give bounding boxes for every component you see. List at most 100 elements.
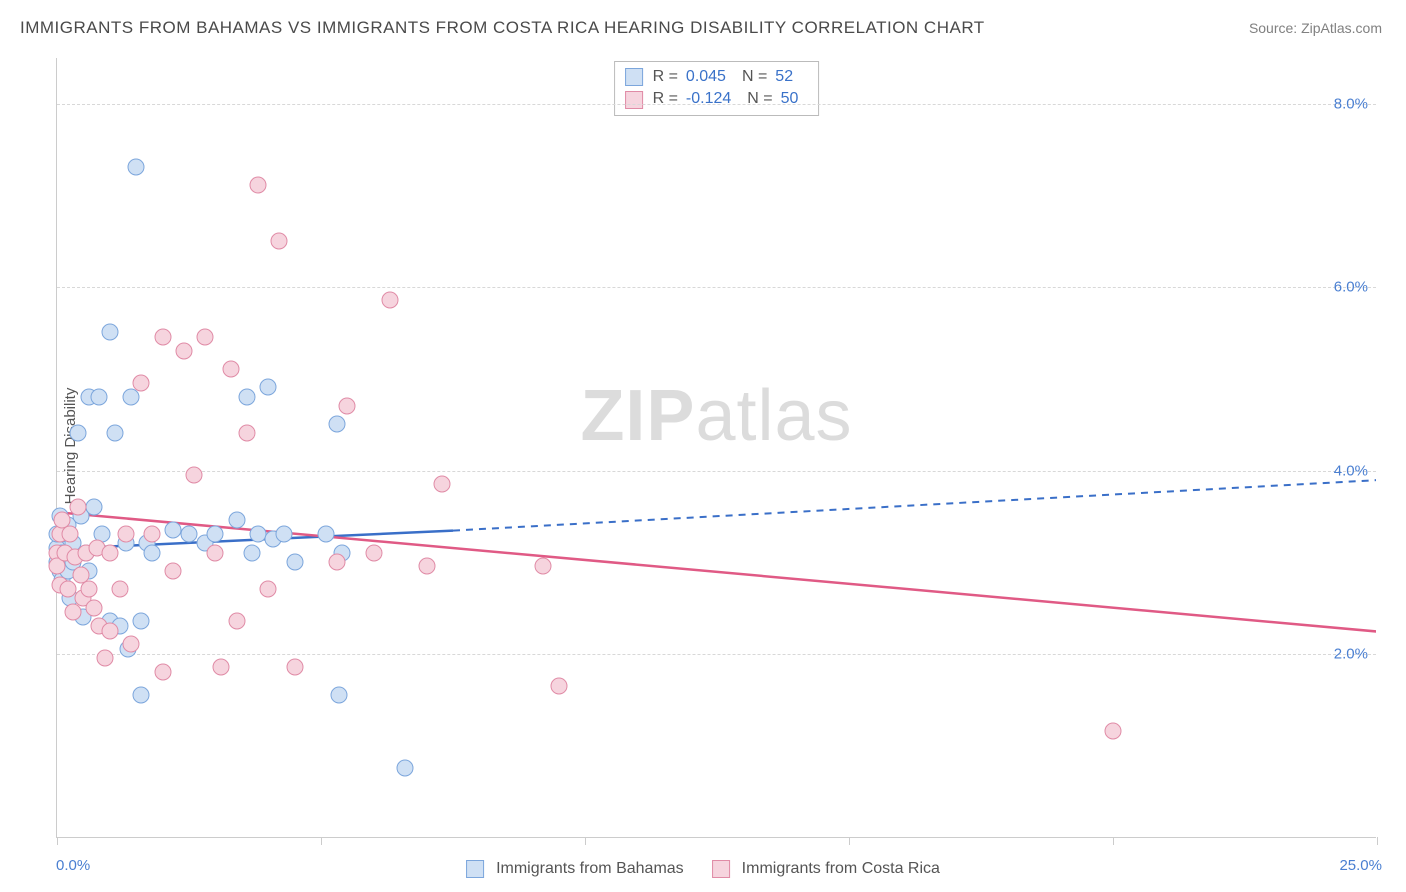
data-point <box>286 659 303 676</box>
data-point <box>1105 723 1122 740</box>
gridline <box>57 654 1376 655</box>
data-point <box>196 328 213 345</box>
gridline <box>57 104 1376 105</box>
data-point <box>207 526 224 543</box>
data-point <box>59 581 76 598</box>
regression-lines <box>57 58 1376 837</box>
scatter-plot-area: ZIPatlas R =0.045N =52R =-0.124N =50 2.0… <box>56 58 1376 838</box>
x-tick <box>321 837 322 845</box>
data-point <box>331 686 348 703</box>
data-point <box>434 475 451 492</box>
data-point <box>239 425 256 442</box>
x-tick <box>57 837 58 845</box>
gridline <box>57 471 1376 472</box>
data-point <box>186 466 203 483</box>
data-point <box>101 324 118 341</box>
data-point <box>328 553 345 570</box>
stats-legend: R =0.045N =52R =-0.124N =50 <box>614 61 820 116</box>
gridline <box>57 287 1376 288</box>
y-tick-label: 4.0% <box>1334 462 1368 479</box>
y-tick-label: 6.0% <box>1334 279 1368 296</box>
data-point <box>276 526 293 543</box>
data-point <box>260 581 277 598</box>
x-tick <box>1113 837 1114 845</box>
data-point <box>534 558 551 575</box>
stat-n-value: 52 <box>775 66 793 88</box>
data-point <box>328 416 345 433</box>
data-point <box>286 553 303 570</box>
legend-item: Immigrants from Costa Rica <box>712 860 940 878</box>
stat-r-label: R = <box>653 88 678 110</box>
data-point <box>175 342 192 359</box>
data-point <box>112 581 129 598</box>
legend-swatch <box>466 860 484 878</box>
data-point <box>418 558 435 575</box>
data-point <box>207 544 224 561</box>
legend-item: Immigrants from Bahamas <box>466 860 684 878</box>
data-point <box>181 526 198 543</box>
data-point <box>107 425 124 442</box>
data-point <box>133 686 150 703</box>
legend-swatch <box>625 91 643 109</box>
x-tick <box>1377 837 1378 845</box>
data-point <box>85 599 102 616</box>
legend-swatch <box>712 860 730 878</box>
stat-n-value: 50 <box>781 88 799 110</box>
data-point <box>381 292 398 309</box>
data-point <box>101 622 118 639</box>
watermark: ZIPatlas <box>580 375 852 457</box>
data-point <box>249 177 266 194</box>
y-tick-label: 8.0% <box>1334 95 1368 112</box>
x-tick <box>585 837 586 845</box>
data-point <box>223 361 240 378</box>
data-point <box>365 544 382 561</box>
stat-r-value: -0.124 <box>686 88 731 110</box>
source-attribution: Source: ZipAtlas.com <box>1249 20 1382 36</box>
data-point <box>122 388 139 405</box>
data-point <box>318 526 335 543</box>
chart-title: IMMIGRANTS FROM BAHAMAS VS IMMIGRANTS FR… <box>20 18 985 38</box>
legend-swatch <box>625 68 643 86</box>
data-point <box>244 544 261 561</box>
legend-label: Immigrants from Bahamas <box>496 860 684 878</box>
data-point <box>62 526 79 543</box>
data-point <box>117 526 134 543</box>
data-point <box>228 613 245 630</box>
data-point <box>260 379 277 396</box>
data-point <box>212 659 229 676</box>
data-point <box>70 498 87 515</box>
data-point <box>144 526 161 543</box>
data-point <box>339 397 356 414</box>
data-point <box>80 581 97 598</box>
data-point <box>128 159 145 176</box>
data-point <box>550 677 567 694</box>
x-tick <box>849 837 850 845</box>
x-axis-max-label: 25.0% <box>1339 857 1382 874</box>
data-point <box>249 526 266 543</box>
data-point <box>270 232 287 249</box>
stat-n-label: N = <box>747 88 772 110</box>
stat-r-label: R = <box>653 66 678 88</box>
data-point <box>101 544 118 561</box>
data-point <box>154 663 171 680</box>
data-point <box>70 425 87 442</box>
stat-n-label: N = <box>742 66 767 88</box>
stats-legend-row: R = 0.045 N = 52 <box>625 66 809 88</box>
data-point <box>91 388 108 405</box>
data-point <box>165 521 182 538</box>
data-point <box>154 328 171 345</box>
stats-legend-row: R = -0.124 N = 50 <box>625 88 809 110</box>
data-point <box>228 512 245 529</box>
data-point <box>85 498 102 515</box>
bottom-legend: Immigrants from Bahamas Immigrants from C… <box>466 860 940 878</box>
data-point <box>64 604 81 621</box>
data-point <box>133 374 150 391</box>
legend-label: Immigrants from Costa Rica <box>742 860 940 878</box>
data-point <box>165 562 182 579</box>
data-point <box>133 613 150 630</box>
data-point <box>144 544 161 561</box>
y-tick-label: 2.0% <box>1334 646 1368 663</box>
data-point <box>397 760 414 777</box>
x-axis-min-label: 0.0% <box>56 857 90 874</box>
stat-r-value: 0.045 <box>686 66 726 88</box>
